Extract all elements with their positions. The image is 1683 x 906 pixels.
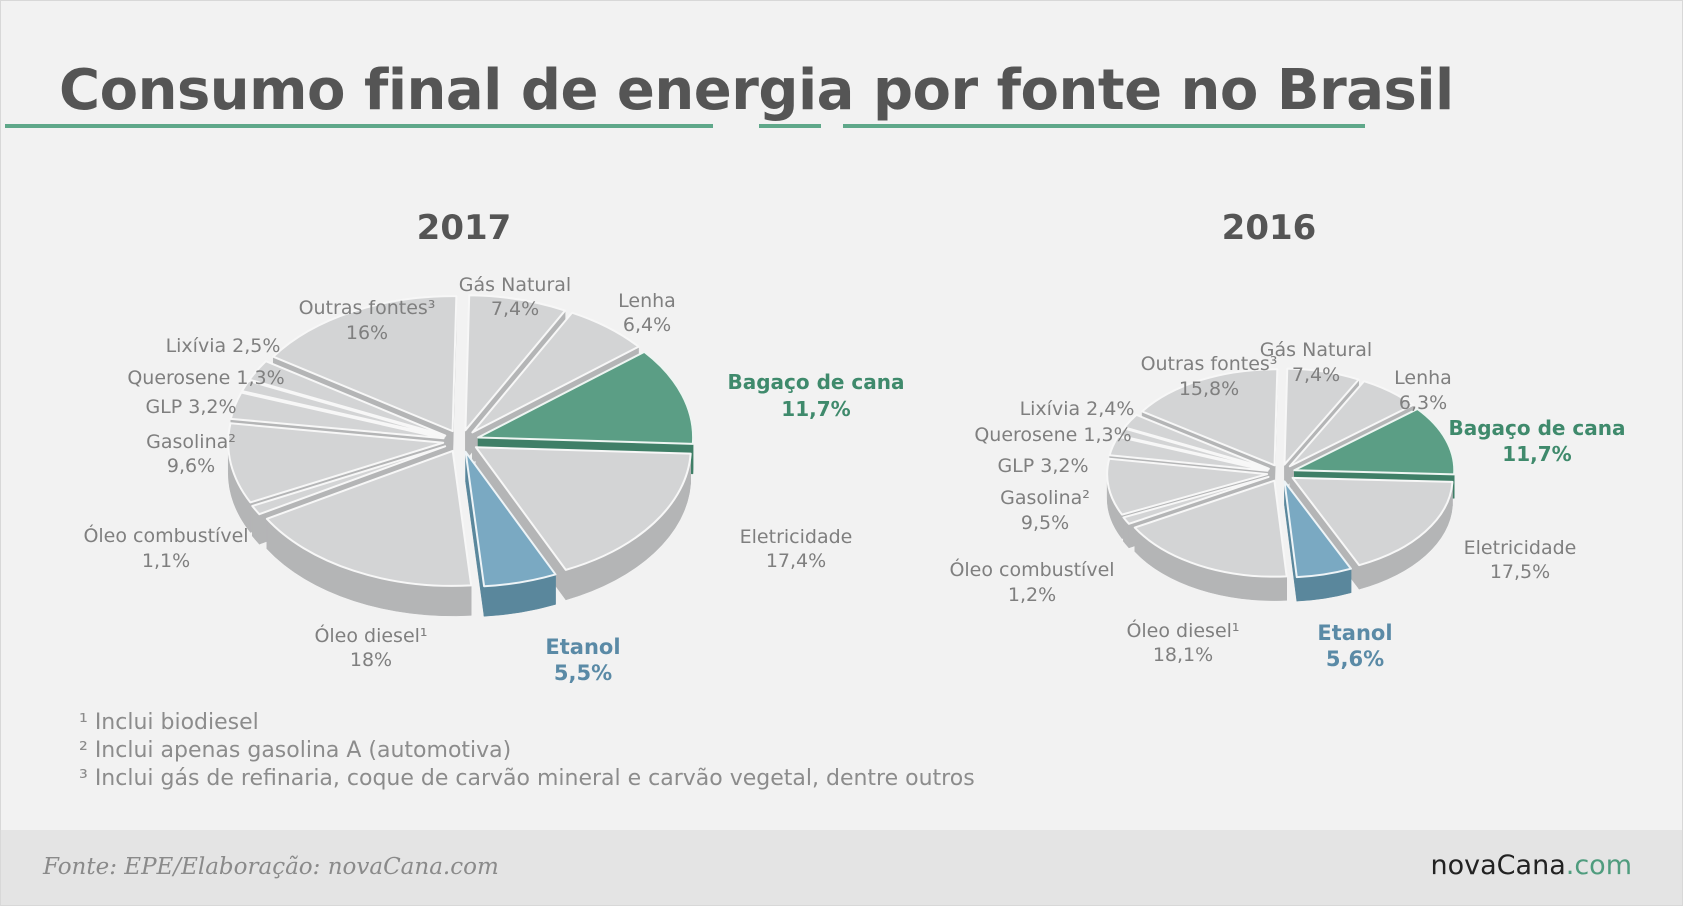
- slice-value: 9,6%: [167, 455, 215, 477]
- slice-value: 15,8%: [1179, 378, 1239, 400]
- brand-name: novaCana: [1430, 850, 1566, 881]
- pie-slice-querosene: [241, 379, 446, 438]
- pie-slice--leo-combust-vel: [1122, 475, 1270, 525]
- pie-slice-etanol: [464, 450, 557, 588]
- slice-value: 7,4%: [491, 298, 539, 320]
- slice-value: 5,6%: [1326, 647, 1384, 671]
- page-title: Consumo final de energia por fonte no Br…: [59, 58, 1454, 123]
- slice-value: 9,5%: [1021, 512, 1069, 534]
- pie-chart-2016: 2016 Gás Natural 7,4% Lenha 6,3%Bagaço de ca…: [949, 208, 1625, 671]
- slice-value: 1,1%: [142, 550, 190, 572]
- pie-slice-outras-fontes: [272, 295, 458, 433]
- pie-slice-lix-via: [1123, 413, 1270, 470]
- slice-label: Outras fontes³: [1141, 353, 1278, 375]
- slice-value: 17,5%: [1490, 561, 1550, 583]
- slice-value: 17,4%: [766, 550, 826, 572]
- pie-slice-outras-fontes: [1141, 368, 1279, 467]
- slice-label: Bagaço de cana: [1448, 416, 1625, 440]
- slice-label: Lenha: [618, 290, 676, 312]
- slice-value: 7,4%: [1292, 364, 1340, 386]
- slice-label: Lenha: [1394, 367, 1452, 389]
- pie-slice-baga-o-de-cana: [477, 350, 695, 445]
- slice-value: 5,5%: [554, 661, 612, 685]
- footnotes: ¹ Inclui biodiesel ² Inclui apenas gasol…: [79, 709, 975, 793]
- pie-slice-lenha: [471, 311, 640, 434]
- chart-title: 2017: [417, 208, 512, 248]
- slice-label: Lixívia 2,4%: [1020, 398, 1135, 420]
- pie-slice--leo-diesel: [265, 449, 473, 587]
- slice-label: Eletricidade: [740, 526, 853, 548]
- slice-label: GLP 3,2%: [145, 396, 236, 418]
- pie-slice-lix-via: [248, 360, 447, 437]
- slice-label: Óleo combustível: [83, 523, 248, 547]
- slice-value: 6,4%: [623, 314, 671, 336]
- pie-slice-eletricidade: [1291, 476, 1454, 567]
- footnote-1: ¹ Inclui biodiesel: [79, 710, 259, 735]
- slice-value: 1,2%: [1008, 584, 1056, 606]
- slice-label: Gasolina²: [146, 431, 236, 453]
- slice-label: Querosene 1,3%: [127, 367, 284, 389]
- slice-label: Óleo combustível: [949, 557, 1114, 581]
- pie-slice-baga-o-de-cana: [1293, 407, 1456, 476]
- pie-slice-lenha: [1288, 380, 1414, 468]
- slice-label: Bagaço de cana: [727, 370, 904, 394]
- slice-label: GLP 3,2%: [997, 455, 1088, 477]
- pie-slice--leo-diesel: [1133, 479, 1288, 578]
- pie-slice--leo-combust-vel: [251, 445, 447, 516]
- slice-label: Óleo diesel¹: [314, 623, 427, 647]
- slice-label: Querosene 1,3%: [974, 424, 1131, 446]
- slice-label: Gás Natural: [459, 274, 571, 296]
- slice-value: 11,7%: [1502, 442, 1571, 466]
- slice-label: Etanol: [545, 635, 620, 659]
- pie-slice-glp: [229, 391, 445, 440]
- pie-slice-gasolina: [1106, 457, 1269, 516]
- footnote-2: ² Inclui apenas gasolina A (automotiva): [79, 738, 512, 763]
- footnote-3: ³ Inclui gás de refinaria, coque de carv…: [79, 766, 975, 791]
- slice-value: 11,7%: [781, 397, 850, 421]
- title-underline: [759, 124, 821, 128]
- slice-label: Eletricidade: [1464, 537, 1577, 559]
- pie-slice-eletricidade: [474, 446, 692, 571]
- title-underline: [5, 124, 713, 128]
- slice-label: Outras fontes³: [299, 297, 436, 319]
- pie-slice-glp: [1108, 435, 1269, 472]
- slice-value: 18%: [350, 649, 392, 671]
- chart-title: 2016: [1222, 208, 1317, 248]
- slice-label: Gás Natural: [1260, 339, 1372, 361]
- pie-slice-g-s-natural: [1283, 367, 1360, 466]
- title-underline: [843, 124, 1365, 128]
- pie-slice-gasolina: [227, 422, 445, 504]
- slice-label: Gasolina²: [1000, 487, 1090, 509]
- pie-slice-etanol: [1283, 480, 1352, 579]
- slice-value: 6,3%: [1399, 392, 1447, 414]
- slice-label: Lixívia 2,5%: [166, 335, 281, 357]
- footer-bar: Fonte: EPE/Elaboração: novaCana.com nova…: [1, 830, 1682, 905]
- pie-slice-querosene: [1117, 427, 1270, 471]
- brand-suffix: .com: [1565, 850, 1632, 881]
- slice-label: Óleo diesel¹: [1126, 618, 1239, 642]
- slice-value: 18,1%: [1153, 644, 1213, 666]
- source-credit: Fonte: EPE/Elaboração: novaCana.com: [43, 854, 499, 880]
- pie-slice-g-s-natural: [464, 294, 567, 432]
- brand-logo: novaCana.com: [1431, 850, 1632, 881]
- slice-label: Etanol: [1317, 621, 1392, 645]
- slice-value: 16%: [346, 322, 388, 344]
